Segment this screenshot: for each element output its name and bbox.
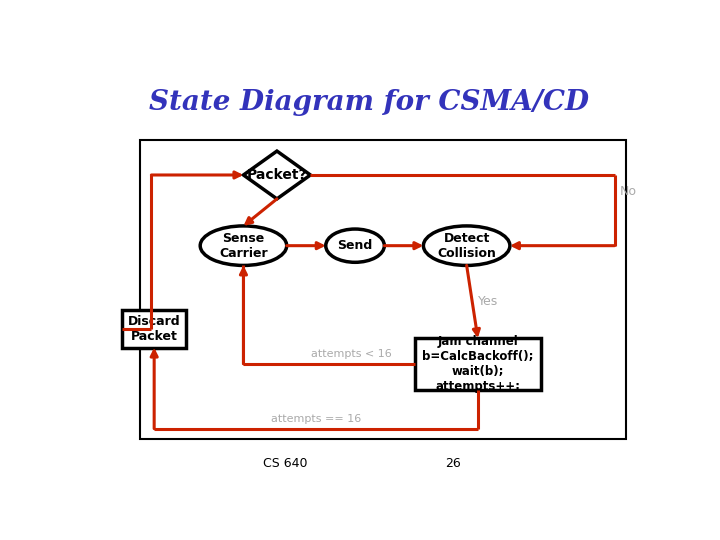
Text: attempts < 16: attempts < 16	[311, 349, 392, 359]
Ellipse shape	[325, 229, 384, 262]
Text: Yes: Yes	[478, 295, 498, 308]
Text: attempts == 16: attempts == 16	[271, 414, 361, 424]
FancyBboxPatch shape	[122, 310, 186, 348]
Text: Jam channel
b=CalcBackoff();
wait(b);
attempts++;: Jam channel b=CalcBackoff(); wait(b); at…	[422, 335, 534, 393]
Text: State Diagram for CSMA/CD: State Diagram for CSMA/CD	[149, 89, 589, 116]
Text: Send: Send	[338, 239, 373, 252]
Text: No: No	[620, 185, 637, 198]
Ellipse shape	[200, 226, 287, 266]
Text: Packet?: Packet?	[247, 168, 307, 182]
FancyBboxPatch shape	[415, 338, 541, 390]
Text: 26: 26	[445, 457, 461, 470]
Text: Detect
Collision: Detect Collision	[437, 232, 496, 260]
Polygon shape	[243, 151, 310, 199]
FancyBboxPatch shape	[140, 140, 626, 439]
Ellipse shape	[423, 226, 510, 266]
Text: CS 640: CS 640	[263, 457, 307, 470]
Text: Sense
Carrier: Sense Carrier	[219, 232, 268, 260]
Text: Discard
Packet: Discard Packet	[128, 315, 181, 343]
